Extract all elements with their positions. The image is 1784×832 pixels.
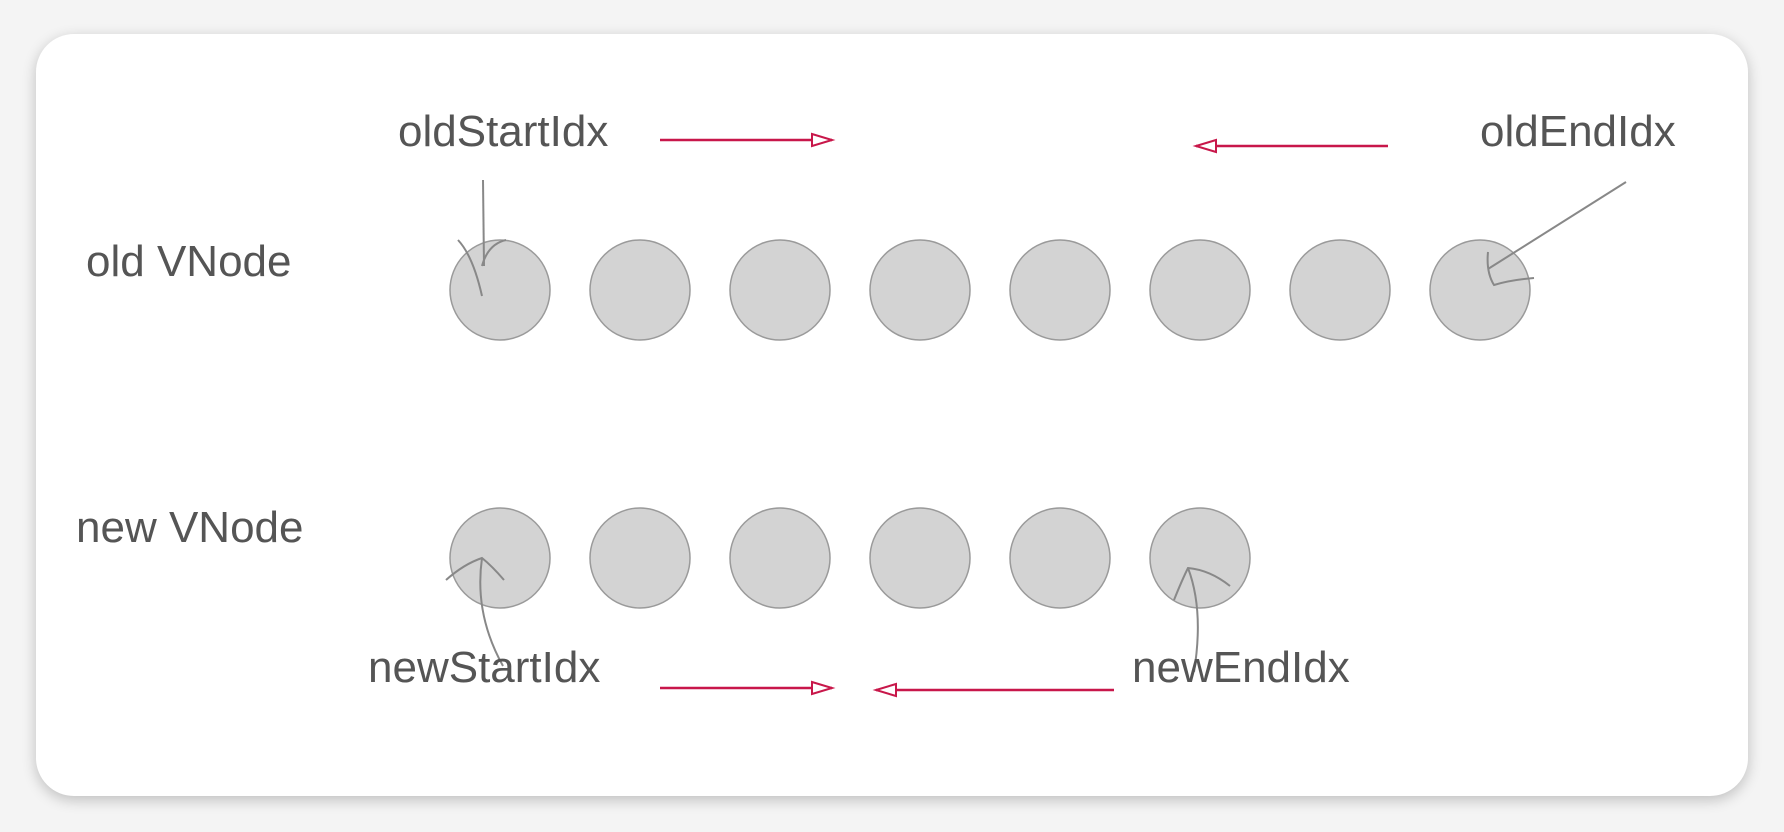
new-vnode-label: new VNode (76, 503, 304, 552)
old-vnode-node-7 (1289, 239, 1391, 341)
old-start-arrow-head (811, 132, 836, 148)
old-vnode-node-2 (589, 239, 691, 341)
old-start-idx-label: oldStartIdx (398, 107, 609, 156)
old-start-pointer-head (457, 239, 507, 297)
new-start-pointer (479, 557, 504, 667)
new-vnode-node-6 (1149, 507, 1251, 609)
old-vnode-node-6 (1149, 239, 1251, 341)
old-end-pointer-head (1486, 251, 1535, 287)
new-end-pointer-head (1173, 566, 1231, 601)
old-end-pointer (1487, 181, 1627, 270)
new-start-arrow-head (811, 680, 836, 696)
new-vnode-node-4 (869, 507, 971, 609)
old-vnode-node-3 (729, 239, 831, 341)
new-vnode-node-5 (1009, 507, 1111, 609)
old-start-pointer (482, 179, 485, 267)
diagram-card: old VNode new VNode oldStartIdx oldEndId… (36, 34, 1748, 796)
new-end-arrow-head (872, 682, 897, 698)
old-end-arrow-head (1192, 138, 1217, 154)
old-vnode-node-1 (449, 239, 551, 341)
new-vnode-node-2 (589, 507, 691, 609)
old-vnode-node-5 (1009, 239, 1111, 341)
new-start-pointer-head (445, 556, 505, 581)
new-vnode-nodes (449, 507, 1251, 609)
new-vnode-node-1 (449, 507, 551, 609)
old-vnode-node-4 (869, 239, 971, 341)
old-vnode-nodes (449, 239, 1531, 341)
new-start-idx-label: newStartIdx (368, 643, 601, 692)
old-vnode-label: old VNode (86, 237, 292, 286)
new-end-pointer (1187, 567, 1199, 673)
new-vnode-node-3 (729, 507, 831, 609)
new-end-idx-label: newEndIdx (1132, 643, 1350, 692)
old-end-idx-label: oldEndIdx (1480, 107, 1676, 156)
old-vnode-node-8 (1429, 239, 1531, 341)
vnode-diff-diagram (445, 132, 1627, 698)
